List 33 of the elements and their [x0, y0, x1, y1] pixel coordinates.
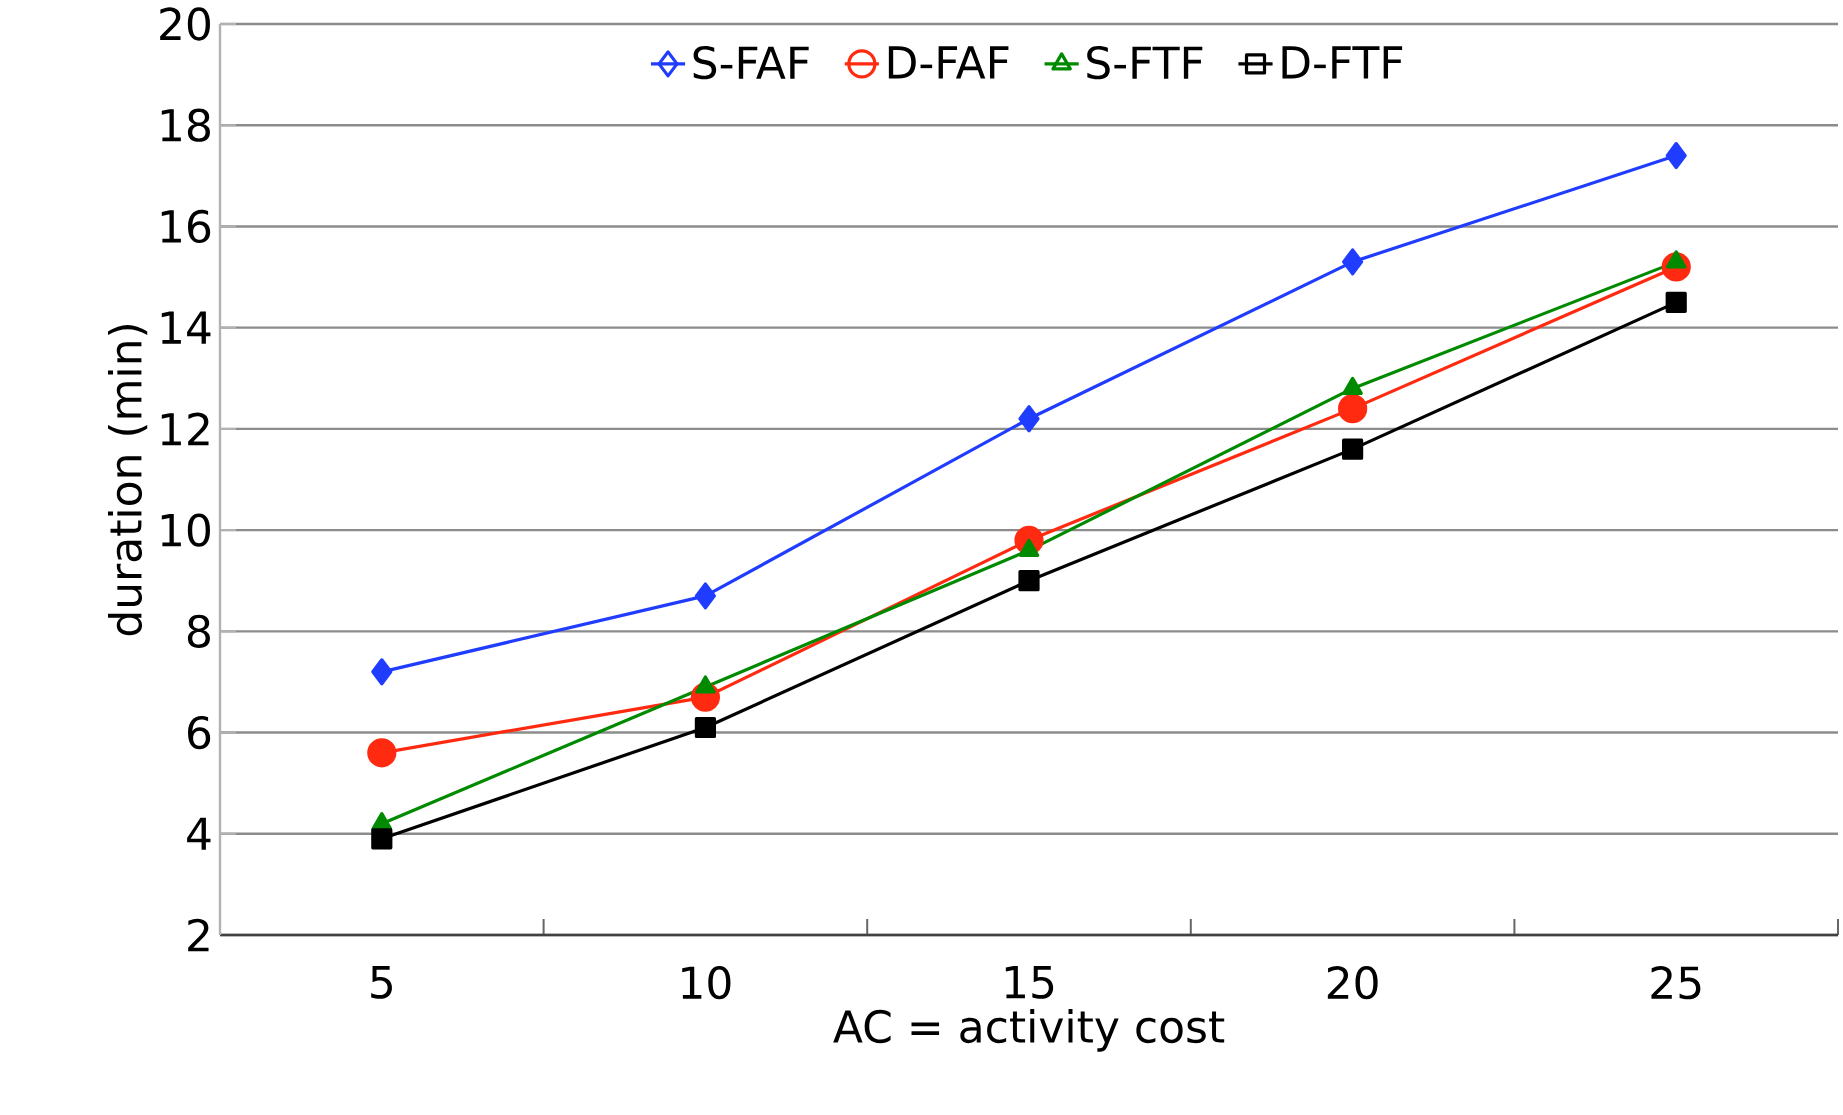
point — [1342, 248, 1364, 276]
y-tick-label: 14 — [161, 311, 211, 344]
x-tick-label: 15 — [1005, 966, 1054, 999]
point — [694, 716, 716, 739]
y-tick-label: 8 — [187, 614, 210, 648]
point — [1018, 570, 1040, 592]
legend-label: D-FAF — [888, 46, 1009, 79]
point — [1665, 291, 1687, 313]
y-tick-label: 12 — [161, 412, 209, 446]
y-tick-label: 20 — [160, 7, 210, 41]
y-tick-label: 16 — [161, 209, 211, 244]
legend-label: D-FTF — [1282, 46, 1403, 79]
legend-label: S-FTF — [1087, 46, 1203, 80]
x-axis-title: AC = activity cost — [833, 1009, 1225, 1052]
y-tick-label: 6 — [188, 715, 211, 750]
legend-label: S-FAF — [693, 46, 809, 80]
x-tick-label: 20 — [1327, 966, 1378, 1000]
y-tick-label: 10 — [161, 513, 210, 547]
y-tick-label: 4 — [187, 817, 211, 850]
x-tick-label: 10 — [682, 966, 731, 1000]
y-tick-label: 2 — [188, 918, 209, 952]
x-tick-label: 5 — [371, 966, 392, 999]
point — [1665, 141, 1687, 170]
point — [1342, 438, 1364, 460]
point — [367, 738, 397, 768]
point — [694, 582, 716, 610]
y-tick-label: 18 — [161, 108, 210, 142]
point — [371, 828, 393, 850]
x-tick-label: 25 — [1651, 966, 1701, 1000]
y-axis-title: duration (min) — [107, 325, 148, 636]
point — [1018, 405, 1040, 433]
point — [371, 658, 393, 686]
point — [1338, 394, 1368, 424]
